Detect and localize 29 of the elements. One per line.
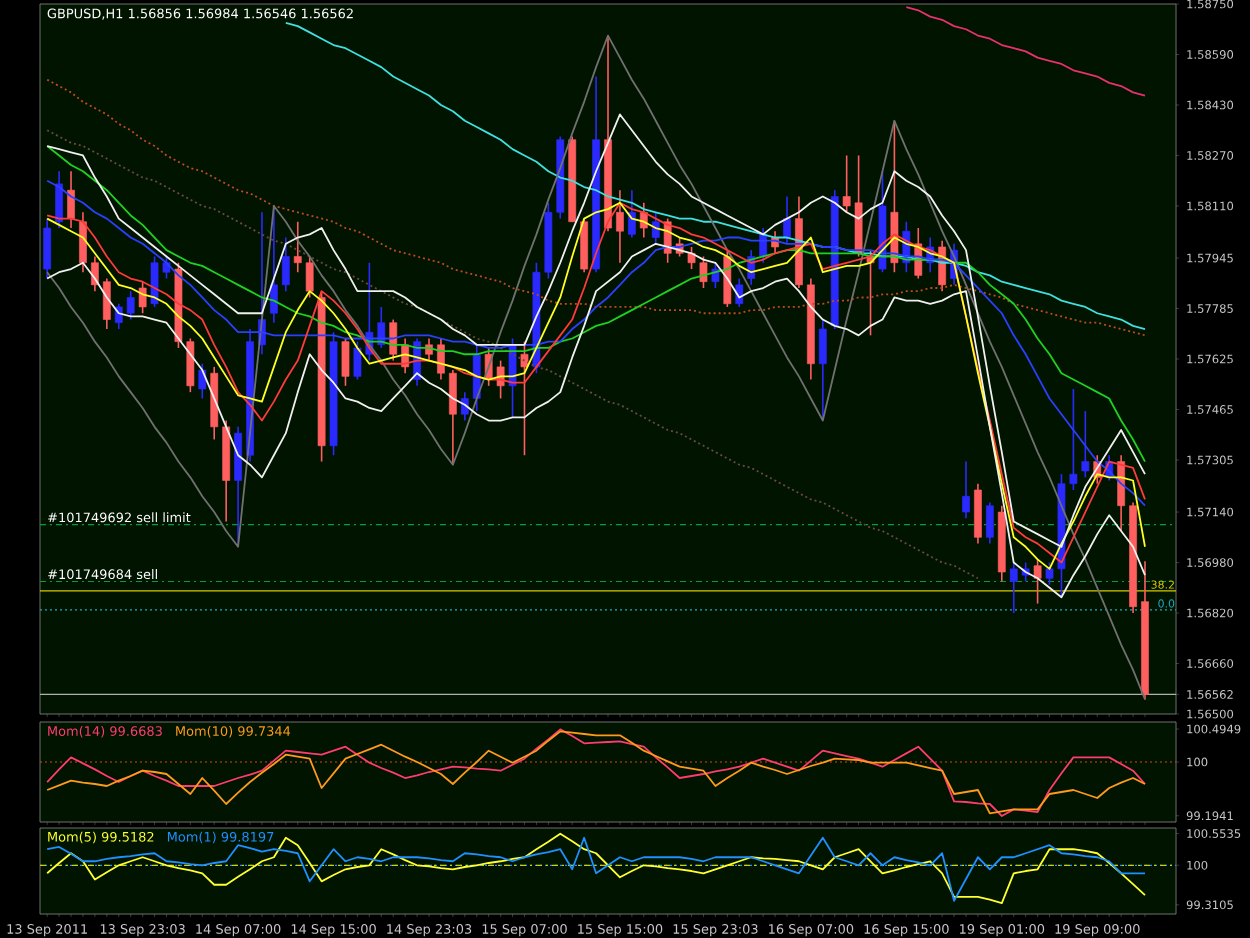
candlestick bbox=[281, 236, 290, 292]
candlestick bbox=[79, 211, 87, 274]
candlestick bbox=[102, 277, 111, 330]
candlestick bbox=[711, 261, 720, 289]
candlestick bbox=[198, 362, 207, 400]
candlestick bbox=[449, 369, 457, 466]
candlestick bbox=[818, 318, 827, 422]
candlestick bbox=[628, 189, 636, 239]
candlestick bbox=[91, 255, 99, 292]
candlestick bbox=[1081, 410, 1090, 479]
candlestick bbox=[783, 195, 791, 245]
candlestick bbox=[580, 217, 589, 274]
line-series bbox=[905, 6, 1146, 97]
candlestick bbox=[138, 280, 147, 315]
candlestick bbox=[1033, 558, 1042, 605]
candlestick bbox=[472, 344, 481, 412]
candlestick bbox=[43, 217, 52, 280]
candlestick bbox=[460, 391, 469, 422]
candlestick bbox=[616, 189, 624, 264]
candlestick bbox=[55, 170, 63, 229]
candlestick bbox=[234, 426, 242, 548]
candlestick bbox=[962, 460, 970, 520]
candlestick bbox=[974, 482, 982, 545]
candlestick bbox=[270, 205, 278, 324]
candlestick bbox=[67, 170, 75, 229]
candlestick bbox=[341, 337, 350, 387]
candlestick bbox=[651, 211, 660, 245]
candlestick bbox=[985, 501, 994, 545]
candlestick bbox=[520, 340, 529, 457]
